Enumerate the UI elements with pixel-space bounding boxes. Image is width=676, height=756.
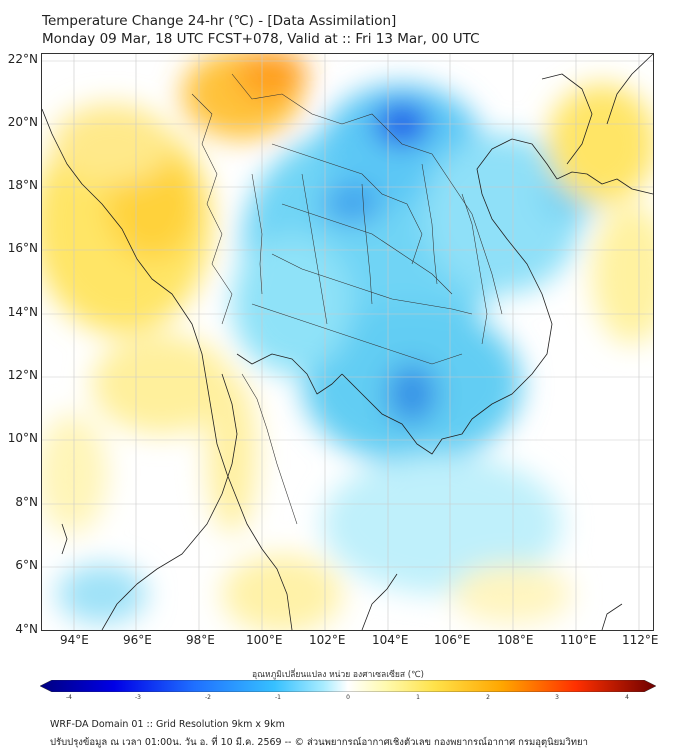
lon-label: 102°E	[309, 633, 346, 647]
temperature-change-map	[41, 53, 654, 631]
colorbar-tick: 1	[416, 694, 420, 701]
lon-label: 106°E	[434, 633, 471, 647]
lat-label: 18°N	[7, 178, 38, 192]
chart-title: Temperature Change 24-hr (℃) - [Data Ass…	[42, 12, 480, 48]
lat-label: 12°N	[7, 368, 38, 382]
lon-label: 100°E	[246, 633, 283, 647]
map-canvas	[42, 54, 653, 630]
lat-label: 20°N	[7, 115, 38, 129]
footer-model-info: WRF-DA Domain 01 :: Grid Resolution 9km …	[50, 719, 285, 730]
colorbar	[40, 680, 656, 692]
lon-label: 104°E	[372, 633, 409, 647]
colorbar-title: อุณหภูมิเปลี่ยนแปลง หน่วย องศาเซลเซียส (…	[252, 670, 424, 680]
title-line-1: Temperature Change 24-hr (℃) - [Data Ass…	[42, 13, 397, 29]
lon-label: 108°E	[497, 633, 534, 647]
colorbar-tick: -2	[205, 694, 211, 701]
colorbar-tick: 0	[346, 694, 350, 701]
lon-label: 112°E	[622, 633, 659, 647]
lon-label: 94°E	[60, 633, 89, 647]
lat-label: 4°N	[15, 622, 38, 636]
lat-label: 8°N	[15, 495, 38, 509]
lat-label: 16°N	[7, 241, 38, 255]
lat-label: 10°N	[7, 431, 38, 445]
coastlines	[42, 54, 653, 630]
colorbar-tick: -3	[135, 694, 141, 701]
graticule	[42, 54, 653, 630]
temperature-field	[42, 54, 653, 630]
colorbar-tick: 3	[555, 694, 559, 701]
colorbar-tick: 4	[625, 694, 629, 701]
lat-label: 14°N	[7, 305, 38, 319]
colorbar-tick: 2	[486, 694, 490, 701]
title-line-2: Monday 09 Mar, 18 UTC FCST+078, Valid at…	[42, 31, 480, 47]
lon-label: 98°E	[186, 633, 215, 647]
lon-label: 96°E	[123, 633, 152, 647]
colorbar-tick: -1	[275, 694, 281, 701]
footer-update-info: ปรับปรุงข้อมูล ณ เวลา 01:00น. วัน อ. ที่…	[50, 737, 588, 748]
lon-label: 110°E	[560, 633, 597, 647]
lat-label: 22°N	[7, 52, 38, 66]
colorbar-tick: -4	[66, 694, 72, 701]
lat-label: 6°N	[15, 558, 38, 572]
admin-borders	[191, 73, 503, 525]
